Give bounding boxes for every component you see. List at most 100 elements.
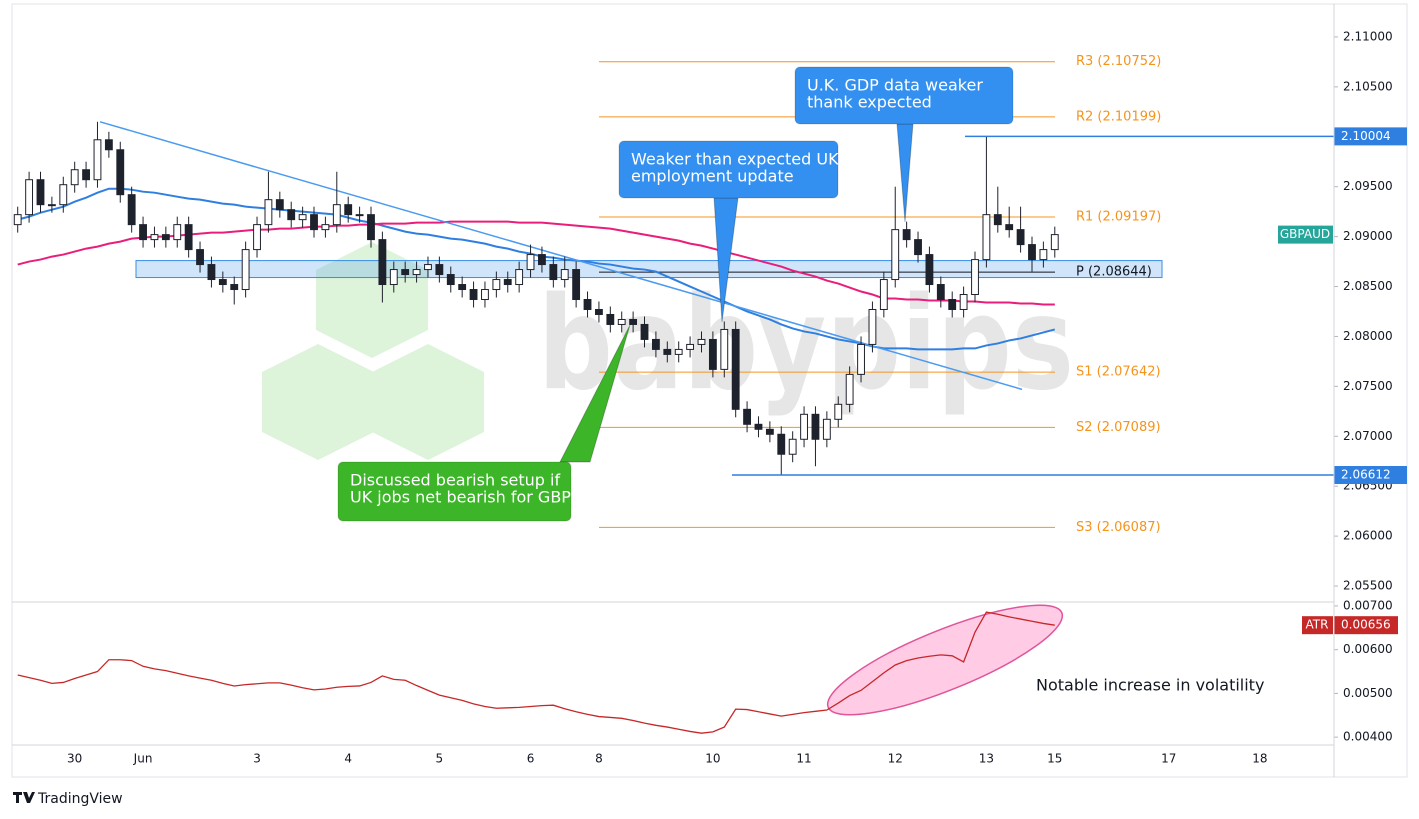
axis-marker-label: 2.06612 xyxy=(1341,468,1391,482)
support-zone xyxy=(135,260,1163,279)
axis-marker-box xyxy=(1334,466,1407,485)
candle-body xyxy=(93,139,102,181)
callout-text: employment update xyxy=(631,167,794,186)
candle-body xyxy=(127,194,136,226)
x-tick-label: 3 xyxy=(253,752,261,766)
candle-body xyxy=(765,428,774,435)
hexagon xyxy=(262,344,374,460)
y-tick-label: 2.09000 xyxy=(1343,229,1393,243)
x-tick-label: 11 xyxy=(796,752,811,766)
y-tick-label: 2.06000 xyxy=(1343,529,1393,543)
candle-body xyxy=(993,214,1002,226)
candle-body xyxy=(834,403,843,420)
x-tick-label: 30 xyxy=(67,752,82,766)
y-tick-label: 2.05500 xyxy=(1343,579,1393,593)
y-tick-label: 2.07000 xyxy=(1343,429,1393,443)
callout-box xyxy=(618,140,839,199)
candle-body xyxy=(629,318,638,325)
x-tick-label: 15 xyxy=(1047,752,1062,766)
pivot-label: S3 (2.06087) xyxy=(1076,520,1161,535)
x-tick-label: 12 xyxy=(888,752,903,766)
plot-layer: R3 (2.10752) R2 (2.10199) R1 (2.09197) P (2… xyxy=(13,29,1407,766)
pivot-label: P (2.08644) xyxy=(1076,265,1152,280)
y-tick-label: 2.08500 xyxy=(1343,279,1393,293)
candle-body xyxy=(196,249,204,266)
atr-note: Notable increase in volatility xyxy=(1036,676,1264,695)
candle-body xyxy=(82,169,90,181)
candle-body xyxy=(344,204,353,216)
callout-text: Discussed bearish setup if xyxy=(350,471,560,490)
candle-body xyxy=(640,323,649,340)
candle-body xyxy=(104,139,113,151)
candle-body xyxy=(253,224,261,251)
callout-text: Weaker than expected UK xyxy=(631,150,839,169)
candle-body xyxy=(549,264,558,281)
y-tick-label: 0.00500 xyxy=(1343,686,1393,700)
candle-body xyxy=(36,179,45,206)
candle-body xyxy=(458,284,467,291)
candle-body xyxy=(845,373,854,405)
brand-text: TradingView xyxy=(37,791,123,807)
candle-body xyxy=(606,313,615,325)
candle-body xyxy=(891,229,900,281)
candle-body xyxy=(401,269,410,276)
x-tick-label: 4 xyxy=(344,752,352,766)
candle-body xyxy=(332,204,341,226)
candle-body xyxy=(241,249,250,291)
atr-name-box xyxy=(1302,616,1333,635)
y-tick-label: 2.09500 xyxy=(1343,179,1393,193)
candle-body xyxy=(481,289,489,301)
candle-body xyxy=(161,234,170,241)
candle-body xyxy=(925,254,934,286)
candle-body xyxy=(982,214,991,261)
x-tick-label: 5 xyxy=(436,752,444,766)
x-tick-label: 18 xyxy=(1252,752,1267,766)
trendline xyxy=(99,121,1023,391)
candle-body xyxy=(287,209,296,221)
candle-body xyxy=(959,294,968,310)
candle-body xyxy=(503,279,512,286)
candle-body xyxy=(515,269,524,286)
candle-body xyxy=(902,229,911,241)
candle-body xyxy=(435,264,444,276)
callout-box xyxy=(337,461,572,522)
axis-marker-label: 2.10004 xyxy=(1341,129,1391,143)
y-tick-label: 2.08000 xyxy=(1343,329,1393,343)
logo-watermark xyxy=(262,242,484,460)
candle-body xyxy=(424,264,432,271)
candle-body xyxy=(800,413,808,440)
candle-body xyxy=(697,338,706,345)
candle-body xyxy=(264,199,273,226)
candle-body xyxy=(218,279,227,286)
candle-body xyxy=(446,274,455,286)
candle-body xyxy=(720,328,729,370)
candle-body xyxy=(150,234,159,241)
candle-body xyxy=(230,284,239,291)
hexagon xyxy=(316,242,428,358)
y-tick-label: 2.07500 xyxy=(1343,379,1393,393)
atr-name: ATR xyxy=(1306,618,1329,632)
x-tick-label: 8 xyxy=(595,752,603,766)
candle-body xyxy=(492,279,501,291)
candle-body xyxy=(822,418,831,440)
candle-body xyxy=(914,239,922,256)
callout-text: U.K. GDP data weaker xyxy=(807,76,983,95)
candle-body xyxy=(25,179,34,216)
candle-body xyxy=(538,254,546,266)
candle-body xyxy=(731,328,740,410)
candle-body xyxy=(1028,244,1036,261)
candle-body xyxy=(173,224,182,241)
x-tick-label: 17 xyxy=(1161,752,1176,766)
candle-body xyxy=(139,224,147,241)
y-tick-label: 2.10500 xyxy=(1343,79,1393,93)
candle-body xyxy=(389,269,398,286)
symbol-box xyxy=(1278,225,1333,244)
candle-body xyxy=(310,214,318,231)
candle-body xyxy=(526,254,535,271)
candle-body xyxy=(879,279,888,310)
